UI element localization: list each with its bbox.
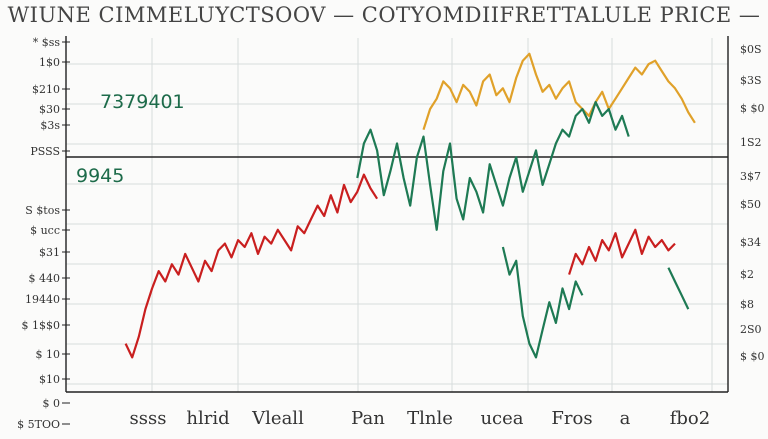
y-tick-label-right: $0S [740,43,762,56]
x-tick-label: Tlnle [407,408,453,429]
x-tick-label: Vleall [251,408,304,429]
x-tick-label: fbo2 [670,408,710,429]
y-tick-label-right: $50 [740,198,761,211]
y-tick-label-left: S $tos [25,204,60,217]
y-tick-label-left: $31 [39,246,60,259]
x-tick-label: Fros [551,408,592,429]
y-axis-left-ticks: * $ss 1$0 $210 $30 $3s PSSS S $tos $ ucc $31 $ 44… [17,36,70,431]
y-tick-label-right: 3$7 [740,170,761,183]
grid [65,38,728,392]
y-tick-label-right: $ $0 [740,350,765,363]
y-tick-label-left: * $ss [33,36,61,49]
series-lines [124,52,696,359]
y-tick-label-left: $ 0 [43,397,61,410]
y-tick-label-left: $ ucc [30,224,60,237]
y-tick-label-right: $34 [740,236,761,249]
y-tick-label-left: $30 [39,103,60,116]
axes [65,36,729,393]
annotation-value: 9945 [76,165,124,187]
series-line-2 [124,173,379,359]
y-tick-label-right: $ $0 [740,102,765,115]
y-tick-label-left: $ 10 [36,348,61,361]
y-tick-label-right: 1S2 [740,136,762,149]
y-tick-label-left: $210 [32,83,60,96]
x-axis-ticks: ssss hlrid Vleall Pan Tlnle ucea Fros a fbo2 [130,408,711,429]
y-tick-label-left: PSSS [30,145,60,158]
y-tick-label-left: $ 5TOO [17,418,60,431]
y-tick-label-left: $10 [39,373,60,386]
chart-title: WIUNE CIMMELUYCTSOOV — COTYOMDIIFRETTALU… [8,3,761,27]
series-line-6 [667,267,690,310]
y-tick-label-right: 2S0 [740,323,762,336]
series-line-5 [501,246,584,359]
y-tick-label-right: $8 [740,298,754,311]
y-tick-label-right: $3S [740,74,762,87]
y-tick-label-left: 1$0 [39,56,60,69]
x-tick-label: ssss [130,408,167,429]
labels: WIUNE CIMMELUYCTSOOV — COTYOMDIIFRETTALU… [8,3,761,187]
y-tick-label-left: $ 1$$0 [22,319,61,332]
annotation-value: 7379401 [100,91,185,113]
series-line-3 [568,228,676,275]
y-tick-label-right: $2 [740,268,754,281]
series-line-1 [422,52,696,131]
x-tick-label: a [620,408,631,429]
x-tick-label: ucea [480,408,523,429]
series-line-4 [356,100,630,231]
x-tick-label: hlrid [186,408,229,429]
y-tick-label-left: 19440 [25,293,60,306]
y-axis-right-ticks: $0S $3S $ $0 1S2 3$7 $50 $34 $2 $8 2S0 $ $0 [740,43,765,363]
y-tick-label-left: $ 440 [29,272,61,285]
y-tick-label-left: $3s [40,119,60,132]
x-tick-label: Pan [351,408,385,429]
